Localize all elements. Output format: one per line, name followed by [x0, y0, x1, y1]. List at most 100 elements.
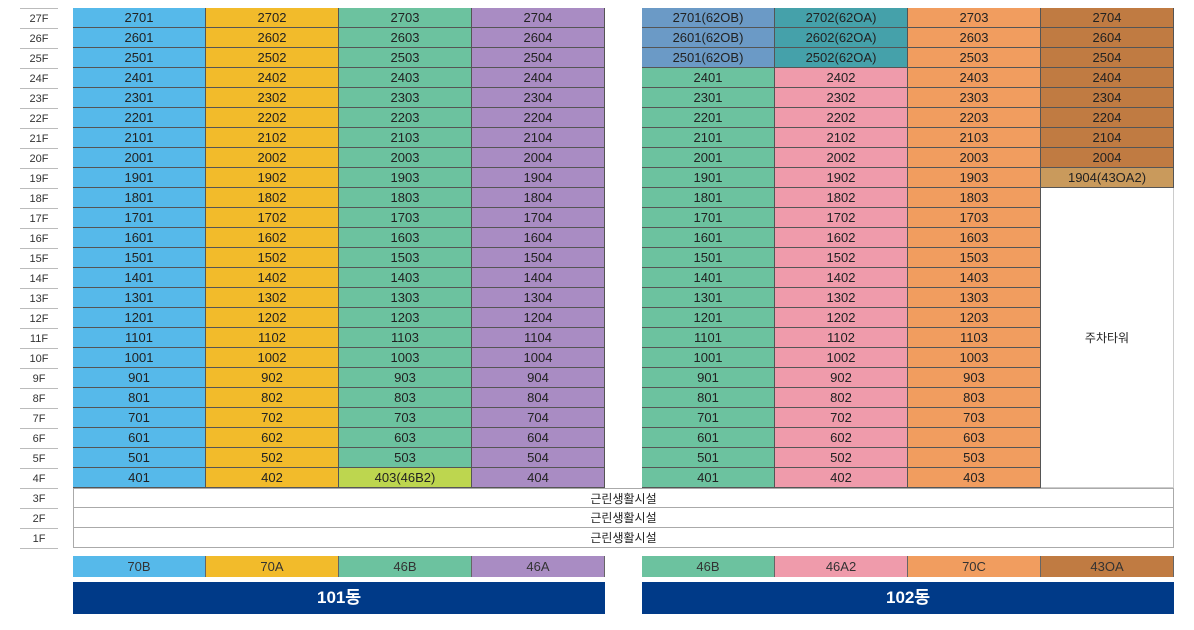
unit-cell: 2104 [472, 128, 605, 148]
unit-cell: 1302 [206, 288, 339, 308]
unit-cell: 2102 [775, 128, 908, 148]
unit-cell: 502 [775, 448, 908, 468]
unit-type-legend: 46B [642, 556, 775, 577]
floor-label: 13F [20, 288, 58, 309]
unit-cell: 601 [642, 428, 775, 448]
unit-cell: 2604 [472, 28, 605, 48]
unit-cell: 1704 [472, 208, 605, 228]
unit-cell: 2402 [775, 68, 908, 88]
unit-cell: 2403 [908, 68, 1041, 88]
unit-type-legend: 46B [339, 556, 472, 577]
unit-cell: 2304 [1041, 88, 1174, 108]
unit-cell: 1501 [73, 248, 206, 268]
unit-cell: 701 [642, 408, 775, 428]
unit-cell: 801 [642, 388, 775, 408]
unit-type-legend: 46A [472, 556, 605, 577]
unit-cell: 802 [206, 388, 339, 408]
building-label: 102동 [642, 582, 1174, 614]
unit-cell: 1002 [775, 348, 908, 368]
unit-cell: 1602 [775, 228, 908, 248]
unit-cell: 601 [73, 428, 206, 448]
unit-cell: 901 [642, 368, 775, 388]
unit-cell: 1101 [73, 328, 206, 348]
unit-cell: 403(46B2) [339, 468, 472, 488]
unit-cell: 1802 [206, 188, 339, 208]
floor-label: 12F [20, 308, 58, 329]
unit-cell: 1303 [908, 288, 1041, 308]
unit-cell: 1702 [206, 208, 339, 228]
unit-cell: 1703 [908, 208, 1041, 228]
unit-cell: 2302 [206, 88, 339, 108]
unit-cell: 2101 [73, 128, 206, 148]
unit-cell: 1904(43OA2) [1041, 168, 1174, 188]
unit-cell: 1803 [908, 188, 1041, 208]
unit-cell: 1902 [775, 168, 908, 188]
unit-cell: 2001 [73, 148, 206, 168]
floor-label: 26F [20, 28, 58, 49]
unit-cell: 2202 [775, 108, 908, 128]
unit-cell: 604 [472, 428, 605, 448]
unit-cell: 1802 [775, 188, 908, 208]
unit-cell: 2001 [642, 148, 775, 168]
unit-cell: 1304 [472, 288, 605, 308]
unit-cell: 2603 [339, 28, 472, 48]
unit-cell: 503 [908, 448, 1041, 468]
unit-cell: 1301 [642, 288, 775, 308]
unit-cell: 1701 [73, 208, 206, 228]
unit-cell: 2003 [339, 148, 472, 168]
unit-cell: 602 [775, 428, 908, 448]
unit-cell: 903 [339, 368, 472, 388]
unit-cell: 2103 [908, 128, 1041, 148]
unit-cell: 504 [472, 448, 605, 468]
parking-tower: 주차타워 [1041, 188, 1174, 488]
unit-cell: 2302 [775, 88, 908, 108]
unit-cell: 1902 [206, 168, 339, 188]
unit-cell: 1202 [775, 308, 908, 328]
unit-cell: 2503 [339, 48, 472, 68]
unit-cell: 702 [206, 408, 339, 428]
floor-label: 20F [20, 148, 58, 169]
floor-label: 25F [20, 48, 58, 69]
unit-cell: 1703 [339, 208, 472, 228]
floor-label: 17F [20, 208, 58, 229]
amenity-floor: 근린생활시설 [73, 508, 1174, 528]
unit-cell: 2304 [472, 88, 605, 108]
unit-cell: 2704 [472, 8, 605, 28]
unit-cell: 2701 [73, 8, 206, 28]
floor-label: 23F [20, 88, 58, 109]
unit-cell: 502 [206, 448, 339, 468]
unit-cell: 2201 [73, 108, 206, 128]
unit-cell: 1804 [472, 188, 605, 208]
unit-cell: 1404 [472, 268, 605, 288]
unit-cell: 703 [339, 408, 472, 428]
floor-label: 6F [20, 428, 58, 449]
unit-cell: 403 [908, 468, 1041, 488]
unit-cell: 1502 [206, 248, 339, 268]
unit-cell: 2401 [73, 68, 206, 88]
unit-cell: 1003 [908, 348, 1041, 368]
unit-cell: 1904 [472, 168, 605, 188]
unit-cell: 1103 [339, 328, 472, 348]
unit-cell: 1702 [775, 208, 908, 228]
unit-cell: 1204 [472, 308, 605, 328]
unit-cell: 1903 [908, 168, 1041, 188]
unit-cell: 401 [73, 468, 206, 488]
unit-cell: 2102 [206, 128, 339, 148]
unit-cell: 2101 [642, 128, 775, 148]
unit-cell: 2501 [73, 48, 206, 68]
unit-cell: 2002 [206, 148, 339, 168]
unit-type-legend: 46A2 [775, 556, 908, 577]
unit-cell: 2702 [206, 8, 339, 28]
unit-cell: 1303 [339, 288, 472, 308]
unit-cell: 2103 [339, 128, 472, 148]
unit-cell: 602 [206, 428, 339, 448]
unit-cell: 1201 [73, 308, 206, 328]
unit-cell: 503 [339, 448, 472, 468]
floor-label: 27F [20, 8, 58, 29]
floor-label: 9F [20, 368, 58, 389]
unit-cell: 1001 [73, 348, 206, 368]
unit-cell: 1501 [642, 248, 775, 268]
floor-label: 2F [20, 508, 58, 529]
unit-cell: 2204 [472, 108, 605, 128]
unit-cell: 1401 [73, 268, 206, 288]
